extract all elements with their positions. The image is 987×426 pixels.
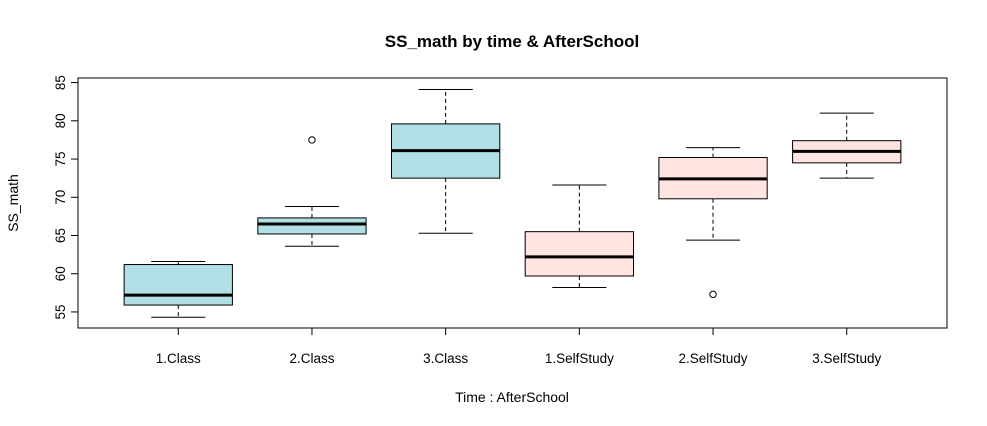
x-tick-label: 1.Class (156, 351, 201, 366)
y-axis-label: SS_math (5, 174, 21, 232)
y-tick-label: 85 (53, 75, 68, 90)
x-tick-label: 3.Class (423, 351, 468, 366)
chart-title: SS_math by time & AfterSchool (385, 32, 639, 51)
box-group-2-class (257, 136, 367, 247)
iqr-box (123, 264, 233, 306)
x-tick-label: 1.SelfStudy (545, 351, 614, 366)
boxes (123, 88, 902, 318)
x-tick-label: 2.Class (289, 351, 334, 366)
box-group-1-selfstudy (524, 184, 634, 288)
box-group-2-selfstudy (658, 147, 768, 299)
box-group-3-class (391, 88, 501, 234)
y-tick-label: 65 (53, 228, 68, 243)
x-axis-label: Time : AfterSchool (455, 389, 569, 405)
y-tick-label: 75 (53, 152, 68, 167)
outlier-point (709, 290, 717, 299)
y-axis: 55 60 65 70 75 80 85 (53, 75, 79, 319)
iqr-box (524, 231, 634, 277)
iqr-box (257, 217, 367, 235)
x-tick-label: 2.SelfStudy (679, 351, 748, 366)
y-tick-label: 70 (53, 190, 68, 205)
x-axis: 1.Class 2.Class 3.Class 1.SelfStudy 2.SelfSt… (156, 327, 881, 366)
x-tick-label: 3.SelfStudy (812, 351, 881, 366)
y-tick-label: 80 (53, 113, 68, 128)
outlier-point (308, 136, 316, 144)
box-group-1-class (123, 260, 233, 318)
y-tick-label: 60 (53, 266, 68, 281)
y-tick-label: 55 (53, 304, 68, 319)
box-group-3-selfstudy (792, 112, 902, 179)
